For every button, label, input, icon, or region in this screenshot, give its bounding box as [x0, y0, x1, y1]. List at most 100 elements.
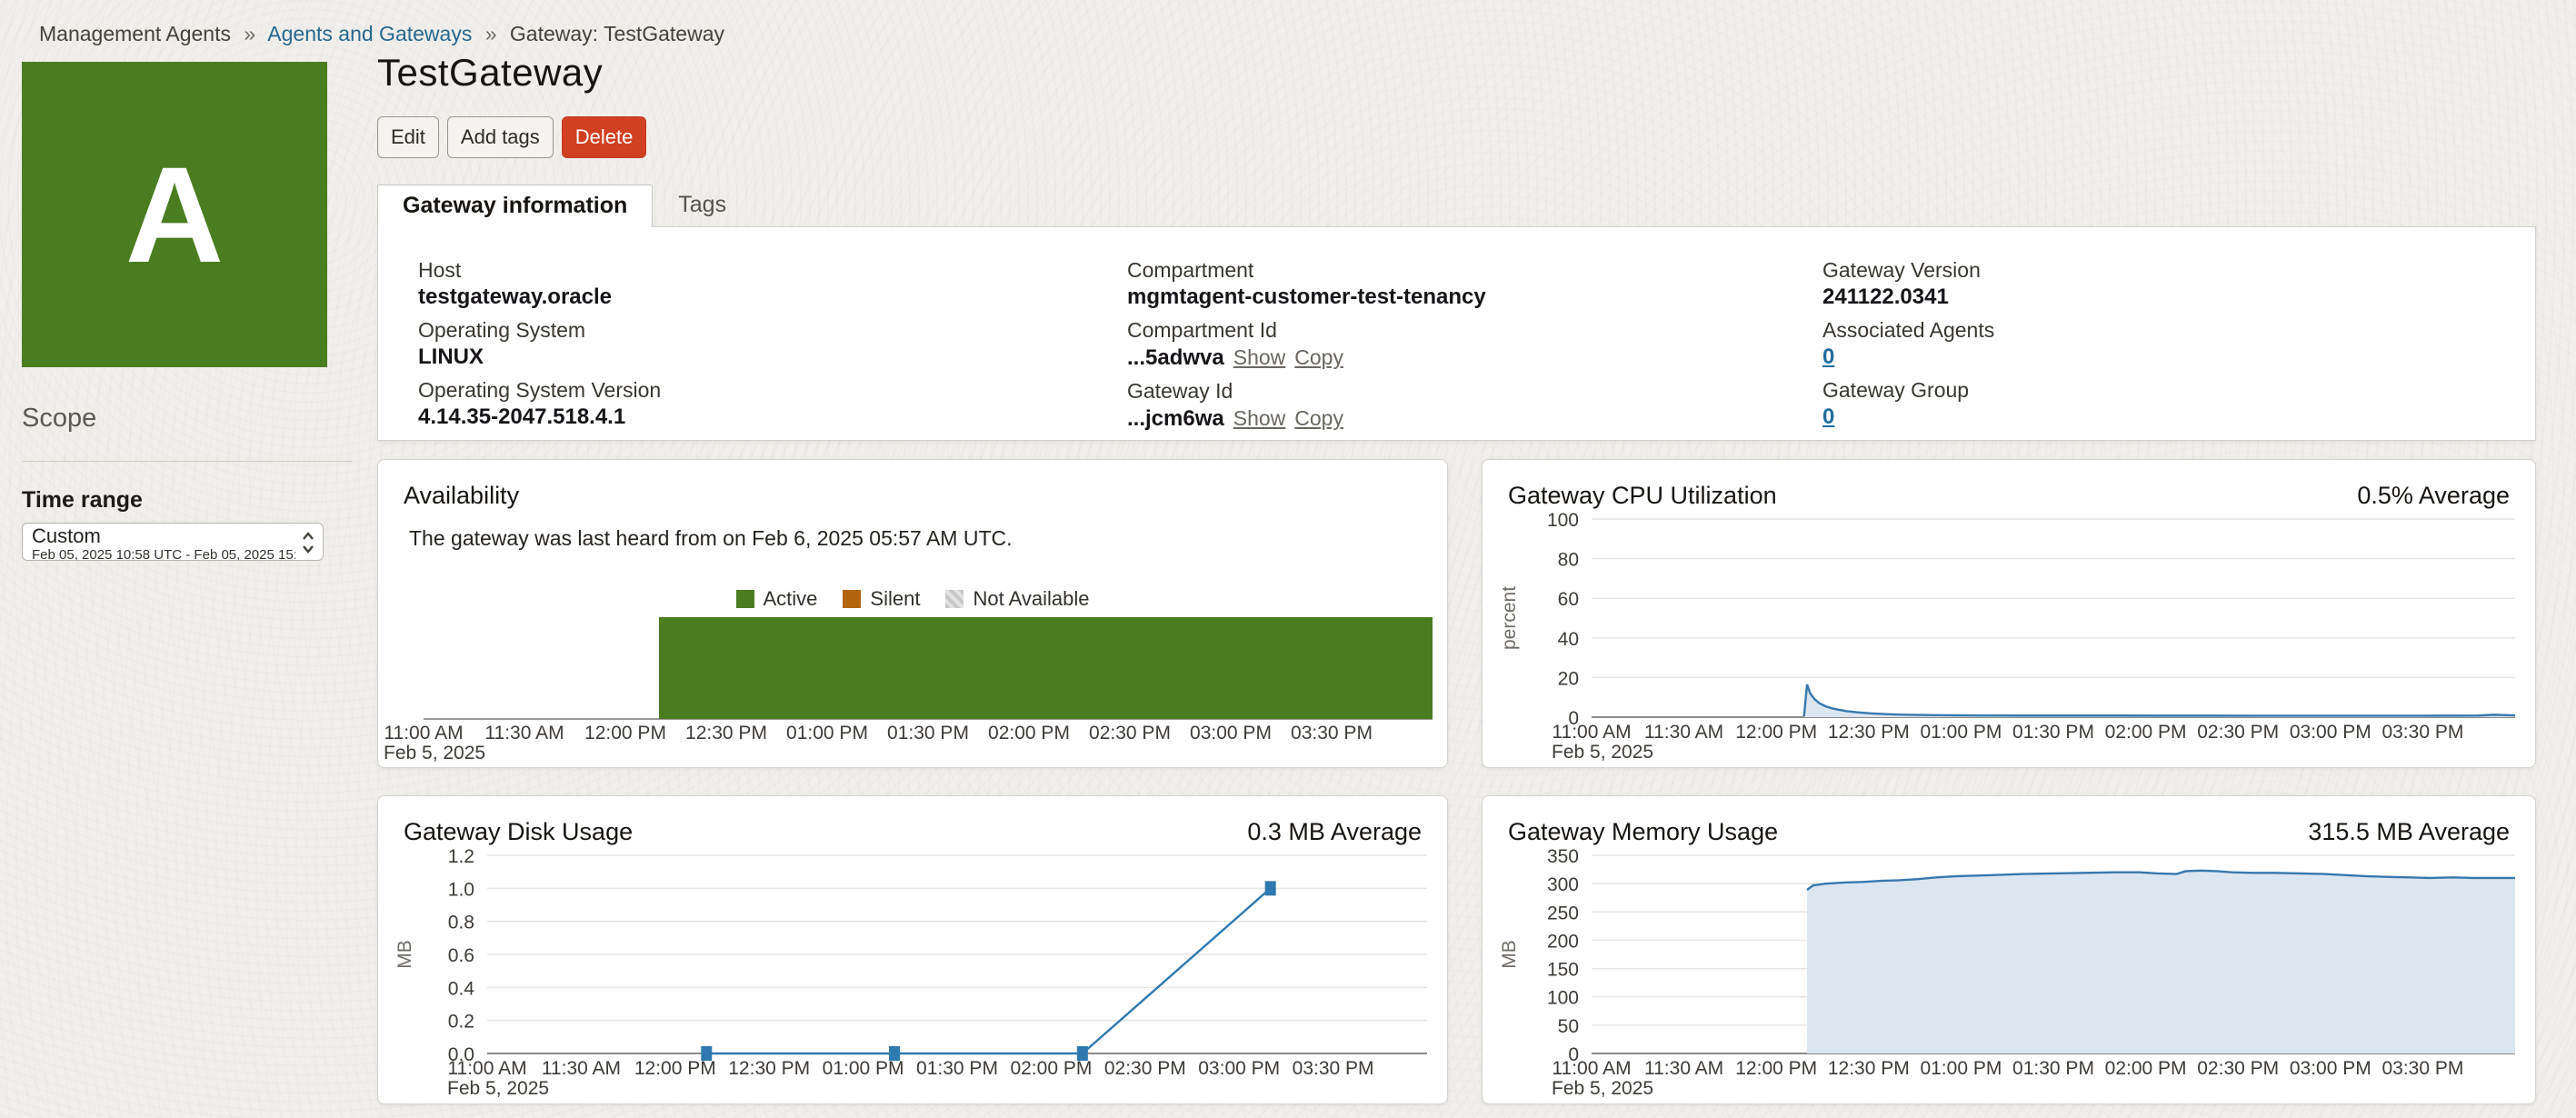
svg-text:percent: percent	[1499, 586, 1520, 650]
svg-text:01:30 PM: 01:30 PM	[887, 723, 969, 744]
field-compartment: Compartment mgmtagent-customer-test-tena…	[1127, 256, 1822, 311]
svg-text:Feb 5, 2025: Feb 5, 2025	[1552, 742, 1653, 763]
time-range-value: Feb 05, 2025 10:58 UTC - Feb 05, 2025 15…	[32, 548, 295, 561]
svg-text:12:30 PM: 12:30 PM	[1828, 1058, 1910, 1079]
svg-text:02:30 PM: 02:30 PM	[2197, 1058, 2279, 1079]
field-compartment-id: Compartment Id ...5adwva Show Copy	[1127, 316, 1822, 372]
chart-svg: 0.00.20.40.60.81.01.211:00 AM11:30 AM12:…	[400, 847, 1442, 1103]
field-label: Operating System Version	[418, 376, 1127, 404]
breadcrumb-separator: »	[244, 22, 255, 45]
svg-text:01:00 PM: 01:00 PM	[1920, 722, 2002, 743]
info-column-2: Compartment mgmtagent-customer-test-tena…	[1127, 256, 1822, 440]
card-title: Gateway Disk Usage	[404, 818, 633, 846]
associated-agents-link[interactable]: 0	[1822, 344, 2535, 371]
field-value: testgateway.oracle	[418, 284, 1127, 311]
svg-text:01:00 PM: 01:00 PM	[823, 1058, 904, 1079]
svg-text:300: 300	[1547, 874, 1579, 895]
time-range-select[interactable]: Custom Feb 05, 2025 10:58 UTC - Feb 05, …	[22, 523, 324, 561]
svg-text:02:00 PM: 02:00 PM	[1010, 1058, 1092, 1079]
memory-chart: 05010015020025030035011:00 AM11:30 AM12:…	[1504, 847, 2530, 1103]
field-label: Gateway Version	[1822, 256, 2535, 284]
cpu-average-value: 0.5% Average	[2357, 482, 2510, 510]
memory-usage-card: Gateway Memory Usage 315.5 MB Average 05…	[1482, 795, 2536, 1104]
svg-text:02:00 PM: 02:00 PM	[2105, 722, 2187, 743]
svg-text:03:00 PM: 03:00 PM	[1190, 723, 1272, 744]
svg-text:12:30 PM: 12:30 PM	[685, 723, 767, 744]
card-title: Availability	[404, 482, 519, 510]
edit-button[interactable]: Edit	[377, 116, 439, 158]
field-label: Gateway Group	[1822, 376, 2535, 404]
sidebar: A Scope Time range Custom Feb 05, 2025 1…	[22, 62, 354, 561]
scope-label: Scope	[22, 404, 354, 434]
gateway-group-link[interactable]: 0	[1822, 404, 2535, 431]
card-header: Gateway CPU Utilization 0.5% Average	[1483, 460, 2535, 510]
delete-button[interactable]: Delete	[562, 116, 647, 158]
svg-text:12:00 PM: 12:00 PM	[1735, 722, 1817, 743]
chart-svg: 02040608010011:00 AM11:30 AM12:00 PM12:3…	[1504, 511, 2530, 767]
gateway-information-panel: Host testgateway.oracle Operating System…	[377, 226, 2536, 441]
cpu-chart: 02040608010011:00 AM11:30 AM12:00 PM12:3…	[1504, 511, 2530, 767]
svg-text:01:00 PM: 01:00 PM	[786, 723, 868, 744]
svg-text:1.2: 1.2	[448, 846, 474, 867]
svg-text:12:00 PM: 12:00 PM	[1735, 1058, 1817, 1079]
chart-svg: 11:00 AM11:30 AM12:00 PM12:30 PM01:00 PM…	[400, 605, 1433, 769]
svg-text:02:30 PM: 02:30 PM	[1089, 723, 1171, 744]
field-label: Host	[418, 256, 1127, 284]
disk-chart: 0.00.20.40.60.81.01.211:00 AM11:30 AM12:…	[400, 847, 1442, 1103]
field-gateway-group: Gateway Group 0	[1822, 376, 2535, 431]
show-link[interactable]: Show	[1233, 345, 1286, 369]
svg-text:1.0: 1.0	[448, 879, 474, 900]
field-value: ...jcm6waShowCopy	[1127, 404, 1822, 433]
copy-link[interactable]: Copy	[1294, 406, 1343, 430]
show-link[interactable]: Show	[1233, 406, 1286, 430]
action-buttons: Edit Add tags Delete	[377, 116, 2536, 158]
cpu-utilization-card: Gateway CPU Utilization 0.5% Average 020…	[1482, 459, 2536, 768]
svg-text:12:30 PM: 12:30 PM	[728, 1058, 810, 1079]
svg-text:12:00 PM: 12:00 PM	[584, 723, 666, 744]
field-label: Gateway Id	[1127, 377, 1822, 404]
availability-message: The gateway was last heard from on Feb 6…	[409, 526, 1447, 551]
svg-text:03:00 PM: 03:00 PM	[2290, 722, 2371, 743]
svg-text:0.8: 0.8	[448, 913, 474, 933]
svg-text:60: 60	[1558, 589, 1579, 610]
field-value: LINUX	[418, 344, 1127, 371]
svg-text:03:00 PM: 03:00 PM	[1198, 1058, 1280, 1079]
field-host: Host testgateway.oracle	[418, 256, 1127, 311]
svg-text:Feb 5, 2025: Feb 5, 2025	[1552, 1078, 1653, 1099]
svg-text:02:30 PM: 02:30 PM	[2197, 722, 2279, 743]
sidebar-divider	[22, 461, 352, 462]
svg-text:03:30 PM: 03:30 PM	[2381, 1058, 2463, 1079]
svg-text:11:00 AM: 11:00 AM	[384, 723, 463, 744]
svg-text:03:00 PM: 03:00 PM	[2290, 1058, 2371, 1079]
gateway-avatar: A	[22, 62, 327, 367]
field-label: Compartment Id	[1127, 316, 1822, 344]
avatar-letter: A	[125, 136, 224, 294]
svg-text:MB: MB	[394, 940, 415, 969]
svg-text:50: 50	[1558, 1016, 1579, 1037]
svg-text:11:30 AM: 11:30 AM	[1644, 722, 1723, 743]
field-operating-system: Operating System LINUX	[418, 316, 1127, 371]
add-tags-button[interactable]: Add tags	[447, 116, 554, 158]
card-header: Gateway Disk Usage 0.3 MB Average	[378, 796, 1447, 846]
tab-tags[interactable]: Tags	[653, 184, 726, 226]
field-label: Operating System	[418, 316, 1127, 344]
svg-text:0.6: 0.6	[448, 945, 474, 966]
tab-gateway-information[interactable]: Gateway information	[377, 185, 653, 227]
card-header: Gateway Memory Usage 315.5 MB Average	[1483, 796, 2535, 846]
svg-text:11:30 AM: 11:30 AM	[1644, 1058, 1723, 1079]
svg-text:01:30 PM: 01:30 PM	[2012, 1058, 2094, 1079]
card-header: Availability	[378, 460, 1447, 510]
memory-average-value: 315.5 MB Average	[2308, 818, 2510, 846]
copy-link[interactable]: Copy	[1294, 345, 1343, 369]
field-label: Compartment	[1127, 256, 1822, 284]
ocid-value: ...5adwva	[1127, 345, 1224, 370]
svg-text:150: 150	[1547, 960, 1579, 981]
svg-text:250: 250	[1547, 903, 1579, 923]
svg-text:100: 100	[1547, 510, 1579, 531]
svg-text:02:30 PM: 02:30 PM	[1104, 1058, 1186, 1079]
availability-chart: 11:00 AM11:30 AM12:00 PM12:30 PM01:00 PM…	[400, 605, 1433, 769]
field-value: 241122.0341	[1822, 284, 2535, 311]
svg-text:20: 20	[1558, 668, 1579, 689]
svg-text:11:00 AM: 11:00 AM	[1552, 722, 1631, 743]
svg-text:350: 350	[1547, 846, 1579, 867]
